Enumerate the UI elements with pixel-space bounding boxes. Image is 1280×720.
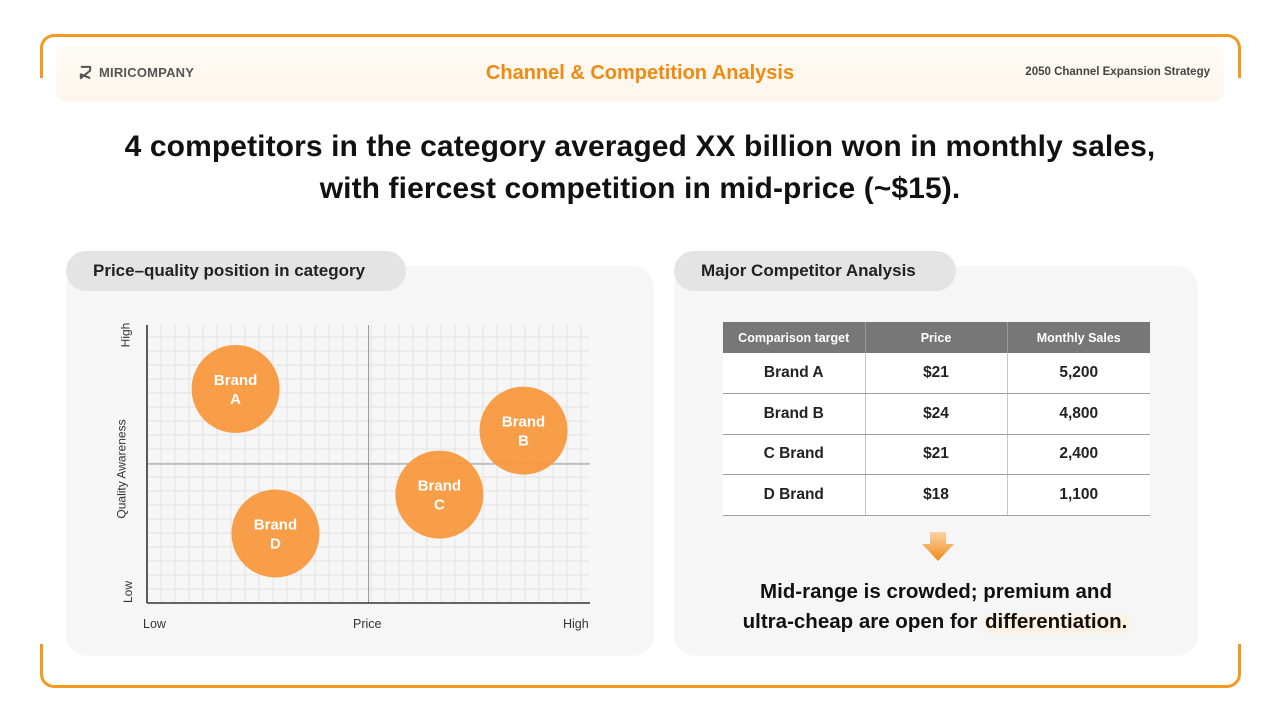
positioning-chart: Brand A Brand B Brand C Brand D <box>146 325 590 604</box>
page-title: Channel & Competition Analysis <box>485 62 795 84</box>
logo-text: MIRICOMPANY <box>99 65 195 80</box>
table-cell-sales: 1,100 <box>1007 474 1150 516</box>
chart-point-brand-c: Brand C <box>395 450 484 539</box>
right-panel-title: Major Competitor Analysis <box>674 251 956 291</box>
y-tick-high: High <box>118 322 133 348</box>
header-bar: MIRICOMPANY Channel & Competition Analys… <box>56 46 1224 102</box>
chart-point-brand-b: Brand B <box>479 386 568 475</box>
conclusion-highlight: differentiation. <box>983 610 1130 633</box>
frame-top-border <box>40 34 1241 78</box>
chart-point-bubble <box>395 450 484 539</box>
chart-point-label: Brand <box>502 414 545 431</box>
table-header-target: Comparison target <box>723 322 866 353</box>
chart-point-label: Brand <box>214 372 257 389</box>
table-cell-sales: 4,800 <box>1007 393 1150 435</box>
table-cell-sales: 5,200 <box>1007 353 1150 394</box>
logo: MIRICOMPANY <box>78 65 194 80</box>
headline-line-2: with fiercest competition in mid-price (… <box>319 172 961 205</box>
conclusion-text: ultra-cheap are open for <box>742 610 983 633</box>
table-cell-sales: 2,400 <box>1007 434 1150 475</box>
frame-bottom-border <box>40 644 1241 688</box>
table-row: C Brand $21 2,400 <box>723 434 1150 475</box>
chart-point-bubble <box>231 489 320 578</box>
table-row: Brand A $21 5,200 <box>723 353 1150 394</box>
headline-line-1: 4 competitors in the category averaged X… <box>124 130 1156 163</box>
chart-point-brand-d: Brand D <box>231 489 320 578</box>
table-cell-target: C Brand <box>723 434 866 475</box>
x-tick-high: High <box>563 617 589 631</box>
table-row: Brand B $24 4,800 <box>723 393 1150 435</box>
table-cell-target: Brand A <box>723 353 866 394</box>
competitor-table: Comparison target Price Monthly Sales Br… <box>723 322 1150 516</box>
table-header-sales: Monthly Sales <box>1007 322 1150 353</box>
chart-point-bubble <box>191 344 280 433</box>
chart-point-label: B <box>518 433 529 450</box>
conclusion-line-2: ultra-cheap are open for differentiation… <box>674 610 1198 634</box>
x-tick-low: Low <box>143 617 166 631</box>
table-header-price: Price <box>865 322 1008 353</box>
table-row: D Brand $18 1,100 <box>723 474 1150 516</box>
down-arrow-icon <box>922 532 954 561</box>
chart-points: Brand A Brand B Brand C Brand D <box>191 344 568 578</box>
conclusion-line-1: Mid-range is crowded; premium and <box>760 580 1112 603</box>
table-cell-price: $18 <box>865 474 1008 516</box>
chart-point-label: Brand <box>254 517 297 534</box>
table-header-row: Comparison target Price Monthly Sales <box>723 322 1150 353</box>
chart-point-bubble <box>479 386 568 475</box>
chart-point-label: A <box>230 391 241 408</box>
y-axis-label: Quality Awareness <box>114 419 129 519</box>
chart-point-label: D <box>270 536 281 553</box>
table-cell-price: $21 <box>865 353 1008 394</box>
x-axis-label: Price <box>353 617 382 631</box>
y-tick-low: Low <box>121 580 136 604</box>
header-subtitle: 2050 Channel Expansion Strategy <box>1025 66 1210 78</box>
logo-icon <box>79 65 92 80</box>
table-cell-target: Brand B <box>723 393 866 435</box>
chart-point-label: C <box>434 497 445 514</box>
table-cell-price: $24 <box>865 393 1008 435</box>
chart-point-label: Brand <box>418 478 461 495</box>
left-panel <box>66 266 654 656</box>
table-cell-target: D Brand <box>723 474 866 516</box>
left-panel-title: Price–quality position in category <box>66 251 406 291</box>
table-cell-price: $21 <box>865 434 1008 475</box>
chart-point-brand-a: Brand A <box>191 344 280 433</box>
